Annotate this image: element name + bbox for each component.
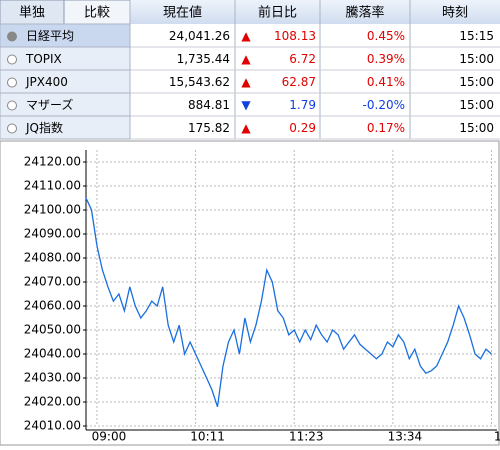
y-tick-label: 24100.00 (24, 203, 81, 217)
index-name[interactable]: 日経平均 (26, 29, 74, 43)
radio[interactable] (7, 123, 17, 134)
y-tick-label: 24040.00 (24, 347, 81, 361)
change-pct: 0.17% (367, 121, 405, 135)
price: 175.82 (188, 121, 230, 135)
index-name[interactable]: マザーズ (26, 97, 73, 112)
radio[interactable] (7, 100, 17, 111)
tab-active[interactable] (0, 0, 65, 25)
index-name[interactable]: JQ指数 (25, 120, 63, 135)
y-tick-label: 24110.00 (24, 179, 81, 193)
y-tick-label: 24050.00 (24, 323, 81, 337)
name-cell[interactable] (0, 115, 131, 140)
column-header: 前日比 (258, 5, 297, 21)
column-header: 騰落率 (345, 5, 384, 21)
x-tick-label: 14: (494, 430, 500, 444)
time: 15:00 (459, 52, 494, 66)
y-tick-label: 24010.00 (24, 419, 81, 433)
price-line (85, 197, 492, 408)
change: 6.72 (289, 52, 316, 66)
radio[interactable] (7, 77, 17, 88)
tab-label[interactable]: 単独 (19, 5, 45, 21)
y-tick-label: 24020.00 (24, 395, 81, 409)
name-cell[interactable] (0, 46, 131, 71)
change: 108.13 (274, 29, 316, 43)
x-tick-label: 13:34 (388, 430, 423, 444)
time: 15:15 (459, 29, 494, 43)
y-tick-label: 24080.00 (24, 251, 81, 265)
tab-label[interactable]: 比較 (84, 6, 110, 21)
change-pct: 0.39% (367, 52, 405, 66)
y-tick-label: 24090.00 (24, 227, 81, 241)
arrow: ▼ (241, 98, 251, 112)
time: 15:00 (459, 121, 494, 135)
x-tick-label: 11:23 (289, 430, 324, 444)
index-name[interactable]: JPX400 (25, 75, 68, 89)
column-header: 時刻 (442, 6, 468, 21)
arrow: ▲ (241, 29, 251, 43)
y-tick-label: 24060.00 (24, 299, 81, 313)
price: 15,543.62 (169, 75, 230, 89)
change: 62.87 (282, 75, 316, 89)
price: 884.81 (188, 98, 230, 112)
change: 1.79 (289, 98, 316, 112)
arrow: ▲ (241, 121, 251, 135)
change: 0.29 (289, 121, 316, 135)
change-pct: -0.20% (363, 98, 405, 112)
index-name[interactable]: TOPIX (25, 52, 62, 66)
change-pct: 0.41% (367, 75, 405, 89)
y-tick-label: 24070.00 (24, 275, 81, 289)
x-tick-label: 10:11 (190, 430, 225, 444)
radio[interactable] (7, 54, 17, 65)
arrow: ▲ (241, 75, 251, 89)
radio[interactable] (7, 31, 17, 42)
arrow: ▲ (241, 52, 251, 66)
change-pct: 0.45% (367, 29, 405, 43)
column-header: 現在値 (163, 5, 202, 21)
time: 15:00 (459, 75, 494, 89)
chart-frame (0, 140, 500, 446)
price: 1,735.44 (177, 52, 230, 66)
time: 15:00 (459, 98, 494, 112)
y-tick-label: 24120.00 (24, 155, 81, 169)
y-tick-label: 24030.00 (24, 371, 81, 385)
x-tick-label: 09:00 (92, 430, 127, 444)
price: 24,041.26 (169, 29, 230, 43)
